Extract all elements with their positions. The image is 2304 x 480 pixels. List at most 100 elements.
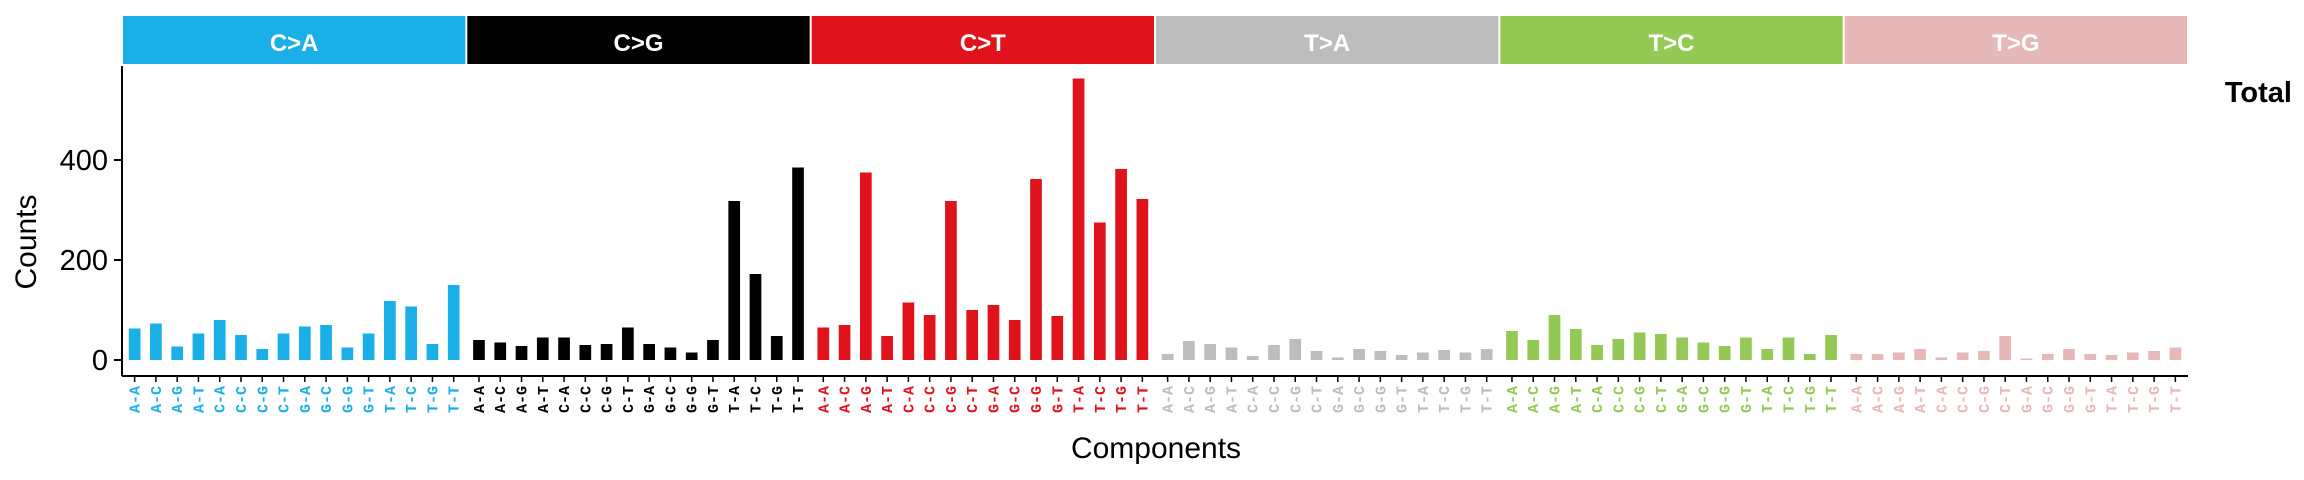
bar bbox=[2105, 355, 2118, 360]
group-strip bbox=[1844, 16, 2187, 64]
bar bbox=[558, 337, 570, 360]
bar bbox=[362, 333, 375, 360]
x-tick-label: G-T bbox=[1395, 386, 1412, 413]
bar bbox=[881, 336, 893, 360]
bar bbox=[1506, 331, 1518, 360]
x-tick-label: C-T bbox=[277, 386, 294, 413]
bar bbox=[1612, 339, 1625, 360]
x-tick-label: C-G bbox=[1977, 386, 1994, 413]
x-tick-label: A-A bbox=[816, 386, 833, 413]
x-tick-label: C-A bbox=[557, 386, 574, 413]
x-tick-label: A-G bbox=[1892, 386, 1909, 413]
x-tick-label: T-T bbox=[1824, 386, 1841, 413]
x-tick-label: A-A bbox=[1161, 386, 1178, 413]
x-tick-label: C-G bbox=[255, 386, 272, 413]
group-strip-label: C>T bbox=[960, 30, 1006, 57]
x-tick-label: C-T bbox=[965, 386, 982, 413]
bar bbox=[923, 315, 936, 360]
x-axis-label: Components bbox=[1071, 432, 1241, 465]
x-tick-label: G-C bbox=[2041, 386, 2058, 413]
x-tick-label: T-C bbox=[748, 386, 765, 413]
x-tick-label: G-C bbox=[1696, 386, 1713, 413]
x-tick-label: G-C bbox=[663, 386, 680, 413]
x-tick-label: G-C bbox=[1008, 386, 1025, 413]
bar bbox=[1115, 169, 1127, 360]
x-tick-label: G-T bbox=[2083, 386, 2100, 413]
x-tick-label: C-A bbox=[1246, 386, 1263, 413]
x-tick-label: G-G bbox=[685, 386, 702, 413]
x-tick-label: T-G bbox=[770, 386, 787, 413]
x-tick-label: A-A bbox=[472, 386, 489, 413]
bar bbox=[447, 285, 460, 360]
bar bbox=[685, 352, 698, 360]
x-tick-label: A-A bbox=[128, 386, 145, 413]
bar bbox=[1310, 351, 1323, 360]
bar bbox=[2169, 347, 2182, 360]
bar bbox=[622, 327, 634, 360]
group-strip-label: T>G bbox=[1992, 30, 2039, 57]
x-tick-label: A-G bbox=[1548, 386, 1565, 413]
bar bbox=[1161, 354, 1174, 360]
x-tick-label: T-C bbox=[404, 386, 421, 413]
bar bbox=[838, 325, 851, 360]
bar bbox=[1246, 356, 1259, 360]
y-ticks: 0 200 400 bbox=[60, 145, 122, 377]
bar bbox=[128, 328, 141, 360]
bar bbox=[817, 327, 830, 360]
bar bbox=[473, 340, 485, 360]
x-tick-label: T-T bbox=[1480, 386, 1497, 413]
bar bbox=[1978, 351, 1990, 360]
y-axis-label: Counts bbox=[10, 194, 43, 289]
bar bbox=[1030, 179, 1042, 360]
bar bbox=[1289, 339, 1302, 360]
x-tick-label: C-C bbox=[923, 386, 940, 413]
bar bbox=[1183, 341, 1195, 360]
y-tick-label: 0 bbox=[92, 345, 108, 377]
x-tick-label: C-A bbox=[901, 386, 918, 413]
x-tick-label: A-T bbox=[1569, 386, 1586, 413]
x-tick-label: G-T bbox=[362, 386, 379, 413]
x-tick-label: C-G bbox=[944, 386, 961, 413]
bar bbox=[1438, 350, 1451, 360]
bar bbox=[1548, 315, 1561, 360]
bar bbox=[1761, 349, 1774, 360]
x-tick-label: T-G bbox=[1458, 386, 1475, 413]
group-strip bbox=[811, 16, 1154, 64]
bar bbox=[1204, 344, 1217, 360]
bar bbox=[1051, 316, 1064, 360]
bar bbox=[1072, 78, 1085, 360]
x-tick-label: C-C bbox=[1956, 386, 1973, 413]
bar bbox=[1935, 357, 1948, 360]
bar bbox=[494, 342, 507, 360]
x-tick-label: T-A bbox=[383, 386, 400, 413]
x-tick-label: T-T bbox=[1135, 386, 1152, 413]
x-tick-label: G-A bbox=[298, 386, 315, 413]
bars bbox=[128, 78, 2182, 360]
bar bbox=[1718, 346, 1731, 360]
bar bbox=[1225, 347, 1238, 360]
bar bbox=[150, 323, 162, 360]
x-tick-label: C-T bbox=[1310, 386, 1327, 413]
bar bbox=[384, 301, 396, 360]
bar bbox=[298, 326, 311, 360]
bar bbox=[426, 344, 439, 360]
group-strip-label: C>G bbox=[613, 30, 663, 57]
bar bbox=[2041, 354, 2054, 360]
x-tick-label: C-C bbox=[1611, 386, 1628, 413]
bar bbox=[1956, 352, 1969, 360]
bar bbox=[1268, 345, 1280, 360]
x-tick-label: T-C bbox=[1437, 386, 1454, 413]
bar bbox=[945, 201, 957, 360]
x-tick-label: T-G bbox=[1803, 386, 1820, 413]
x-tick-label: G-G bbox=[1373, 386, 1390, 413]
bar bbox=[1353, 349, 1365, 360]
x-tick-label: A-G bbox=[1203, 386, 1220, 413]
x-tick-label: T-A bbox=[2105, 386, 2122, 413]
bar bbox=[1480, 349, 1493, 360]
bar bbox=[1136, 199, 1149, 360]
x-tick-label: A-A bbox=[1505, 386, 1522, 413]
bar bbox=[171, 346, 184, 360]
x-tick-label: T-T bbox=[447, 386, 464, 413]
bar bbox=[2063, 349, 2075, 360]
